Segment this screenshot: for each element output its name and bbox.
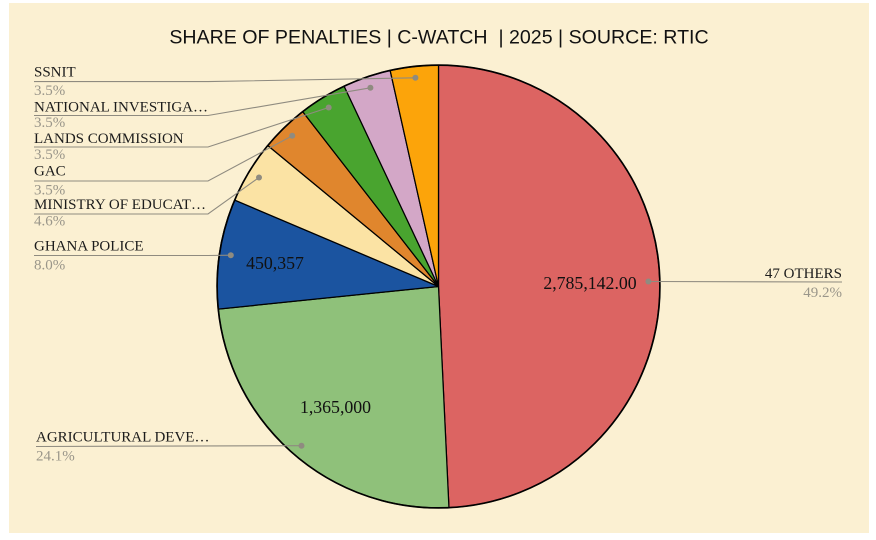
svg-text:3.5%: 3.5% bbox=[34, 115, 65, 131]
svg-text:GAC: GAC bbox=[34, 164, 66, 180]
svg-text:3.5%: 3.5% bbox=[34, 147, 65, 163]
svg-text:MINISTRY OF EDUCAT…: MINISTRY OF EDUCAT… bbox=[34, 197, 206, 213]
svg-text:2,785,142.00: 2,785,142.00 bbox=[543, 273, 636, 293]
svg-text:SHARE OF PENALTIES | C-WATCH: SHARE OF PENALTIES | C-WATCH | 2025 | SO… bbox=[169, 27, 708, 49]
svg-text:8.0%: 8.0% bbox=[34, 257, 65, 273]
svg-text:3.5%: 3.5% bbox=[34, 182, 65, 198]
svg-text:47 OTHERS: 47 OTHERS bbox=[765, 266, 842, 282]
svg-text:GHANA POLICE: GHANA POLICE bbox=[34, 239, 144, 255]
svg-text:49.2%: 49.2% bbox=[803, 285, 842, 301]
svg-text:LANDS COMMISSION: LANDS COMMISSION bbox=[34, 131, 184, 147]
svg-text:450,357: 450,357 bbox=[246, 253, 304, 273]
svg-text:24.1%: 24.1% bbox=[36, 448, 75, 464]
svg-text:4.6%: 4.6% bbox=[34, 214, 65, 230]
svg-text:1,365,000: 1,365,000 bbox=[300, 397, 371, 417]
svg-text:AGRICULTURAL DEVE…: AGRICULTURAL DEVE… bbox=[36, 430, 209, 446]
svg-text:3.5%: 3.5% bbox=[34, 83, 65, 99]
svg-text:NATIONAL INVESTIGA…: NATIONAL INVESTIGA… bbox=[34, 100, 208, 116]
svg-text:SSNIT: SSNIT bbox=[34, 64, 76, 80]
